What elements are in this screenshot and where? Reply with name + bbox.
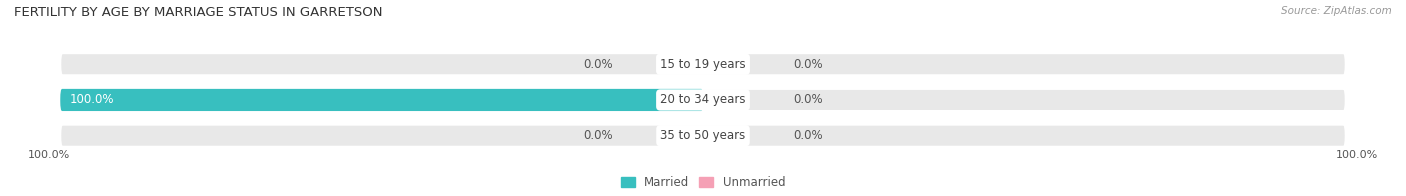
FancyBboxPatch shape bbox=[60, 89, 703, 111]
FancyBboxPatch shape bbox=[60, 89, 1346, 111]
Text: 100.0%: 100.0% bbox=[70, 93, 114, 106]
Text: 0.0%: 0.0% bbox=[583, 129, 613, 142]
Text: 100.0%: 100.0% bbox=[28, 150, 70, 160]
Text: 20 to 34 years: 20 to 34 years bbox=[661, 93, 745, 106]
Text: 0.0%: 0.0% bbox=[793, 93, 823, 106]
Text: 0.0%: 0.0% bbox=[793, 58, 823, 71]
Text: 0.0%: 0.0% bbox=[793, 129, 823, 142]
Text: Source: ZipAtlas.com: Source: ZipAtlas.com bbox=[1281, 6, 1392, 16]
FancyBboxPatch shape bbox=[60, 125, 1346, 147]
Text: 100.0%: 100.0% bbox=[1336, 150, 1378, 160]
Legend: Married, Unmarried: Married, Unmarried bbox=[620, 176, 786, 189]
Text: 15 to 19 years: 15 to 19 years bbox=[661, 58, 745, 71]
FancyBboxPatch shape bbox=[60, 53, 1346, 75]
Text: 0.0%: 0.0% bbox=[583, 58, 613, 71]
Text: 35 to 50 years: 35 to 50 years bbox=[661, 129, 745, 142]
Text: FERTILITY BY AGE BY MARRIAGE STATUS IN GARRETSON: FERTILITY BY AGE BY MARRIAGE STATUS IN G… bbox=[14, 6, 382, 19]
